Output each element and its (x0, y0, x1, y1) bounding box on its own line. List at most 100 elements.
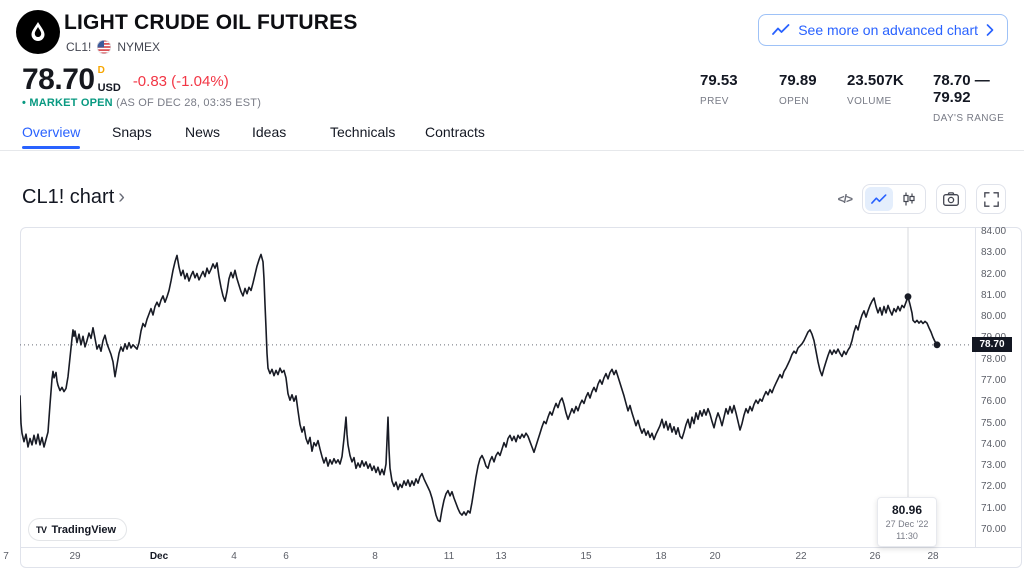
tab-contracts[interactable]: Contracts (425, 124, 485, 140)
price-block: 78.70 D USD -0.83 (-1.04%) (22, 64, 229, 96)
price-axis-tick: 84.00 (981, 226, 1007, 237)
snapshot-button[interactable] (936, 184, 966, 214)
time-axis-tick: 28 (927, 551, 939, 562)
stat-label: OPEN (779, 96, 809, 107)
tab-snaps[interactable]: Snaps (112, 124, 152, 140)
tradingview-label: TradingView (51, 523, 117, 536)
chevron-right-icon (986, 24, 994, 36)
stat-open: 79.89 OPEN (779, 72, 817, 107)
interval-badge: D (97, 65, 105, 76)
line-chart-icon (871, 193, 887, 204)
chart-title-text: CL1! chart (22, 186, 115, 208)
chart-panel[interactable] (20, 227, 1022, 568)
chart-type-switcher (862, 184, 926, 214)
price-axis-tick: 71.00 (981, 502, 1007, 514)
market-status-label: MARKET OPEN (29, 97, 113, 109)
market-status-dot: • (22, 97, 27, 109)
price-axis-tick: 75.00 (981, 417, 1007, 429)
crosshair-point-marker (904, 293, 912, 301)
stat-value: 79.89 (779, 72, 817, 89)
time-axis-tick: 8 (372, 551, 378, 562)
stat-value: 78.70 — 79.92 (933, 72, 990, 106)
stat-label: VOLUME (847, 96, 892, 107)
tab-technicals[interactable]: Technicals (330, 124, 396, 140)
price-axis-tick: 83.00 (981, 247, 1007, 259)
price-axis-tick: 72.00 (981, 481, 1007, 493)
time-axis-divider (20, 547, 1022, 548)
time-axis-tick: 4 (231, 551, 237, 562)
tab-overview[interactable]: Overview (22, 124, 81, 140)
stat-value: 79.53 (700, 72, 738, 89)
candlestick-icon (903, 192, 915, 206)
page-title: LIGHT CRUDE OIL FUTURES (64, 11, 358, 34)
tradingview-logo-icon: TV (36, 524, 47, 535)
price-axis-divider (975, 227, 976, 547)
price-chart-plot[interactable] (20, 227, 975, 547)
active-tab-underline (22, 146, 80, 149)
stat-volume: 23.507K VOLUME (847, 72, 904, 107)
price-axis-tick: 74.00 (981, 438, 1007, 450)
time-axis-tick: 29 (69, 551, 81, 562)
oil-drop-icon (31, 22, 45, 41)
price-axis-tick: 76.00 (981, 396, 1007, 408)
exchange-label: NYMEX (117, 40, 161, 54)
time-axis-tick: 13 (495, 551, 507, 562)
time-axis-tick: 6 (283, 551, 289, 562)
stat-day-s-range: 78.70 — 79.92 DAY'S RANGE (933, 72, 1024, 124)
last-price: 78.70 (22, 63, 95, 96)
crosshair-tooltip: 80.96 27 Dec '22 11:30 (877, 497, 937, 547)
price-change: -0.83 (-1.04%) (132, 73, 229, 90)
advanced-chart-label: See more on advanced chart (798, 22, 978, 38)
price-axis-tick: 77.00 (981, 375, 1007, 386)
candlestick-chart-button[interactable] (895, 187, 923, 211)
time-axis-tick: Dec (149, 551, 169, 562)
symbol-subtitle: CL1! NYMEX (66, 40, 160, 54)
last-price-axis-tag: 78.70 (972, 337, 1012, 353)
chart-section-title[interactable]: CL1! chart › (22, 186, 125, 209)
price-side: D USD (98, 64, 121, 94)
tab-ideas[interactable]: Ideas (252, 124, 287, 140)
camera-icon (943, 192, 959, 206)
chevron-right-icon: › (118, 186, 125, 208)
line-chart-button[interactable] (865, 187, 893, 211)
stat-label: PREV (700, 96, 729, 107)
time-axis-tick: 18 (655, 551, 667, 562)
price-axis-tick: 78.00 (981, 353, 1007, 365)
stat-prev: 79.53 PREV (700, 72, 738, 107)
tradingview-watermark[interactable]: TV TradingView (28, 518, 128, 541)
price-line-series (20, 253, 938, 523)
currency-label: USD (97, 82, 121, 94)
divider (0, 150, 1024, 151)
fullscreen-button[interactable] (976, 184, 1006, 214)
market-status: • MARKET OPEN (AS OF DEC 28, 03:35 EST) (22, 97, 261, 109)
price-axis-tick: 82.00 (981, 268, 1007, 280)
fullscreen-icon (983, 191, 999, 207)
time-axis-tick: 20 (709, 551, 721, 562)
price-axis-tick: 81.00 (981, 289, 1007, 301)
tooltip-time: 11:30 (896, 531, 918, 541)
price-axis-tick: 80.00 (981, 311, 1007, 323)
embed-code-icon[interactable]: </> (837, 192, 853, 206)
line-chart-icon (772, 24, 790, 35)
tab-news[interactable]: News (185, 124, 221, 140)
stat-label: DAY'S RANGE (933, 113, 1005, 124)
tooltip-date: 27 Dec '22 (885, 519, 929, 529)
price-axis-tick: 70.00 (981, 524, 1007, 535)
chart-toolbar: </> (838, 184, 1006, 214)
time-axis-tick: 7 (3, 551, 9, 562)
advanced-chart-button[interactable]: See more on advanced chart (758, 14, 1008, 46)
symbol-ticker: CL1! (66, 40, 92, 54)
tab-bar: Overview Snaps News Ideas Technicals Contract… (0, 124, 1024, 150)
tooltip-price: 80.96 (891, 503, 923, 517)
us-flag-icon (97, 40, 112, 54)
stat-value: 23.507K (847, 72, 904, 89)
market-status-detail: (AS OF DEC 28, 03:35 EST) (116, 97, 262, 109)
time-axis-tick: 15 (580, 551, 592, 562)
time-axis-tick: 11 (443, 551, 455, 562)
symbol-logo (16, 10, 60, 54)
time-axis-tick: 22 (795, 551, 807, 562)
time-axis-tick: 26 (869, 551, 881, 562)
price-axis-tick: 73.00 (981, 460, 1007, 472)
last-price-marker (933, 341, 941, 349)
